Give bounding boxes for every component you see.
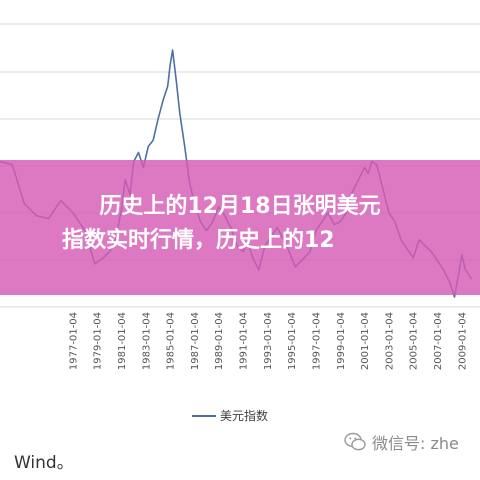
x-tick-label: 1993-01-04 — [263, 312, 274, 370]
x-tick-label: 1985-01-04 — [166, 312, 177, 370]
x-tick-label: 2001-01-04 — [360, 312, 371, 370]
legend-label: 美元指数 — [220, 408, 268, 423]
x-tick-label: 1989-01-04 — [214, 312, 225, 370]
legend: 美元指数 — [192, 408, 268, 423]
x-tick-label: 1983-01-04 — [141, 312, 152, 370]
x-tick-label: 1987-01-04 — [190, 312, 201, 370]
x-tick-label: 2005-01-04 — [409, 312, 420, 370]
x-tick-label: 1991-01-04 — [239, 312, 250, 370]
x-tick-label: 2009-01-04 — [457, 312, 468, 370]
banner-title-line-2: 指数实时行情，历史上的12 — [62, 228, 335, 253]
x-tick-label: 1977-01-04 — [68, 312, 79, 370]
x-tick-label: 2003-01-04 — [384, 312, 395, 370]
wechat-watermark: 微信号: zhe — [344, 430, 459, 454]
wechat-icon — [344, 432, 366, 451]
x-tick-label: 1997-01-04 — [311, 312, 322, 370]
x-tick-label: 1981-01-04 — [117, 312, 128, 370]
x-tick-label: 2007-01-04 — [433, 312, 444, 370]
x-tick-label: 1995-01-04 — [287, 312, 298, 370]
x-tick-label: 1999-01-04 — [336, 312, 347, 370]
banner-title-line-1: 历史上的12月18日张明美元 — [99, 194, 381, 219]
title-banner: 历史上的12月18日张明美元 指数实时行情，历史上的12 — [0, 160, 480, 295]
wechat-label: 微信号: zhe — [372, 434, 459, 453]
x-axis-ticks: 1977-01-04 1979-01-04 1981-01-04 1983-01-04… — [68, 312, 468, 370]
source-label: Wind。 — [14, 453, 74, 473]
x-tick-label: 1979-01-04 — [93, 312, 104, 370]
